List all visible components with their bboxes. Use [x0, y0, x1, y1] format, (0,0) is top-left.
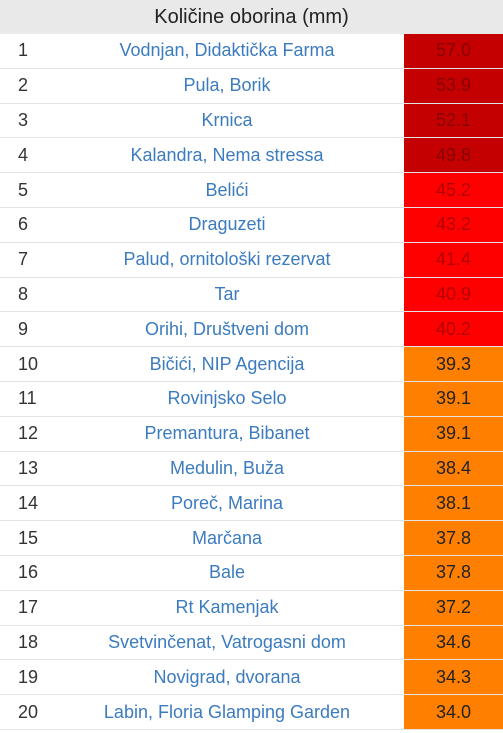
station-link[interactable]: Bičići, NIP Agencija — [149, 353, 305, 374]
precipitation-value: 40.2 — [404, 312, 503, 347]
rank-cell: 16 — [18, 562, 39, 583]
table-row: 1 Vodnjan, Didaktička Farma 57.0 — [0, 34, 503, 69]
table-row: 13 Medulin, Buža 38.4 — [0, 451, 503, 487]
rank-cell: 15 — [18, 527, 39, 548]
station-link[interactable]: Palud, ornitološki rezervat — [123, 249, 331, 270]
rank-cell: 19 — [18, 666, 39, 687]
station-link[interactable]: Novigrad, dvorana — [153, 666, 301, 687]
rank-cell: 14 — [18, 492, 39, 513]
table-row: 12 Premantura, Bibanet 39.1 — [0, 416, 503, 452]
table-row: 10 Bičići, NIP Agencija 39.3 — [0, 347, 503, 382]
station-link[interactable]: Vodnjan, Didaktička Farma — [119, 40, 335, 61]
station-link[interactable]: Bale — [208, 562, 246, 583]
precipitation-value: 34.0 — [404, 695, 503, 729]
rank-cell: 3 — [18, 109, 29, 130]
table-row: 18 Svetvinčenat, Vatrogasni dom 34.6 — [0, 625, 503, 661]
table-row: 15 Marčana 37.8 — [0, 521, 503, 556]
precipitation-value: 37.8 — [404, 555, 503, 590]
rank-cell: 4 — [18, 144, 29, 165]
table-row: 20 Labin, Floria Glamping Garden 34.0 — [0, 695, 503, 730]
precipitation-value: 40.9 — [404, 277, 503, 312]
precipitation-value: 53.9 — [404, 68, 503, 103]
table-row: 16 Bale 37.8 — [0, 555, 503, 591]
station-link[interactable]: Svetvinčenat, Vatrogasni dom — [108, 631, 346, 652]
table-row: 19 Novigrad, dvorana 34.3 — [0, 660, 503, 696]
station-link[interactable]: Tar — [214, 283, 240, 304]
rank-cell: 20 — [18, 701, 39, 722]
precipitation-value: 41.4 — [404, 242, 503, 277]
rank-cell: 17 — [18, 597, 39, 618]
table-row: 6 Draguzeti 43.2 — [0, 207, 503, 243]
station-link[interactable]: Kalandra, Nema stressa — [130, 144, 324, 165]
station-link[interactable]: Premantura, Bibanet — [144, 423, 310, 444]
table-row: 7 Palud, ornitološki rezervat 41.4 — [0, 242, 503, 278]
precipitation-value: 39.3 — [404, 347, 503, 381]
table-row: 8 Tar 40.9 — [0, 277, 503, 313]
precipitation-value: 34.3 — [404, 660, 503, 695]
precipitation-value: 49.8 — [404, 138, 503, 173]
station-link[interactable]: Labin, Floria Glamping Garden — [103, 701, 351, 722]
table-body: 1 Vodnjan, Didaktička Farma 57.0 2 Pula, Bor… — [0, 34, 503, 730]
precipitation-value: 37.8 — [404, 521, 503, 555]
precipitation-value: 39.1 — [404, 416, 503, 451]
precipitation-value: 39.1 — [404, 381, 503, 416]
rank-cell: 6 — [18, 214, 29, 235]
precipitation-value: 37.2 — [404, 590, 503, 625]
rank-cell: 18 — [18, 631, 39, 652]
station-link[interactable]: Draguzeti — [188, 214, 266, 235]
precipitation-value: 38.4 — [404, 451, 503, 486]
table-title: Količine oborina (mm) — [0, 0, 503, 34]
precipitation-value: 45.2 — [404, 173, 503, 207]
table-row: 4 Kalandra, Nema stressa 49.8 — [0, 138, 503, 174]
station-link[interactable]: Belići — [205, 179, 249, 200]
rank-cell: 5 — [18, 179, 29, 200]
rank-cell: 2 — [18, 75, 29, 96]
precipitation-value: 52.1 — [404, 103, 503, 138]
rank-cell: 12 — [18, 423, 39, 444]
rank-cell: 8 — [18, 283, 29, 304]
table-row: 9 Orihi, Društveni dom 40.2 — [0, 312, 503, 348]
station-link[interactable]: Krnica — [201, 109, 253, 130]
rank-cell: 11 — [18, 388, 37, 409]
rank-cell: 7 — [18, 249, 29, 270]
station-link[interactable]: Poreč, Marina — [170, 492, 284, 513]
station-link[interactable]: Pula, Borik — [183, 75, 271, 96]
table-row: 14 Poreč, Marina 38.1 — [0, 486, 503, 522]
rank-cell: 13 — [18, 457, 39, 478]
table-row: 11 Rovinjsko Selo 39.1 — [0, 381, 503, 417]
station-link[interactable]: Orihi, Društveni dom — [144, 318, 310, 339]
rank-cell: 9 — [18, 318, 29, 339]
table-row: 3 Krnica 52.1 — [0, 103, 503, 139]
rank-cell: 10 — [18, 353, 39, 374]
station-link[interactable]: Medulin, Buža — [169, 457, 285, 478]
station-link[interactable]: Marčana — [191, 527, 263, 548]
precipitation-value: 34.6 — [404, 625, 503, 660]
station-link[interactable]: Rt Kamenjak — [175, 597, 279, 618]
precipitation-value: 57.0 — [404, 34, 503, 68]
precipitation-value: 43.2 — [404, 207, 503, 242]
rank-cell: 1 — [18, 40, 29, 61]
table-row: 5 Belići 45.2 — [0, 173, 503, 208]
table-row: 17 Rt Kamenjak 37.2 — [0, 590, 503, 626]
precipitation-value: 38.1 — [404, 486, 503, 521]
station-link[interactable]: Rovinjsko Selo — [167, 388, 287, 409]
table-row: 2 Pula, Borik 53.9 — [0, 68, 503, 104]
